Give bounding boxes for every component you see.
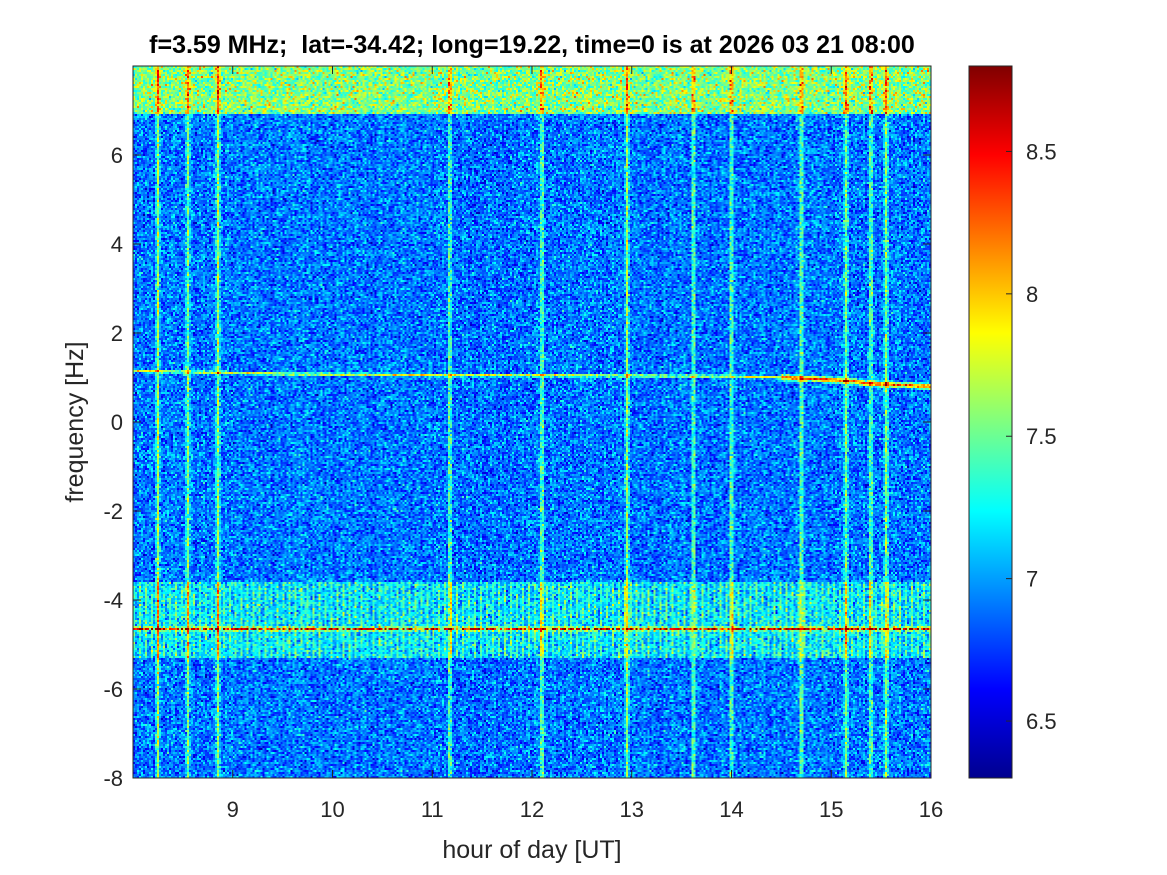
chart-title: f=3.59 MHz; lat=-34.42; long=19.22, time… [149,31,915,59]
colorbar: 6.5 7 7.5 8 8.5 [968,65,1057,779]
colorbar-gradient [968,65,1013,779]
spectrogram-heatmap [133,66,931,778]
y-tick-label: -8 [103,766,123,791]
colorbar-tick-label: 7 [1026,567,1038,592]
x-tick-label: 16 [919,797,943,822]
x-tick-label: 9 [227,797,239,822]
colorbar-tick-label: 8.5 [1026,139,1057,164]
colorbar-tick-label: 8 [1026,282,1038,307]
x-axis-label: hour of day [UT] [442,836,621,864]
colorbar-tick-label: 7.5 [1026,424,1057,449]
y-axis: -8 -6 -4 -2 0 2 4 6 [103,143,931,791]
y-tick-label: 2 [111,321,123,346]
x-tick-label: 14 [719,797,743,822]
x-axis: 9 10 11 12 13 14 15 16 [227,66,943,822]
y-tick-label: 6 [111,143,123,168]
colorbar-ticks: 6.5 7 7.5 8 8.5 [1006,139,1057,734]
colorbar-tick-label: 6.5 [1026,709,1057,734]
y-tick-label: -6 [103,677,123,702]
x-tick-label: 10 [320,797,344,822]
x-tick-label: 12 [520,797,544,822]
x-tick-label: 13 [620,797,644,822]
y-tick-label: -2 [103,499,123,524]
plot-area [132,65,932,779]
x-tick-label: 11 [421,797,444,822]
y-tick-label: 4 [111,232,123,257]
y-tick-label: 0 [111,410,123,435]
x-tick-label: 15 [819,797,843,822]
y-tick-label: -4 [103,588,123,613]
y-axis-label: frequency [Hz] [61,341,89,502]
